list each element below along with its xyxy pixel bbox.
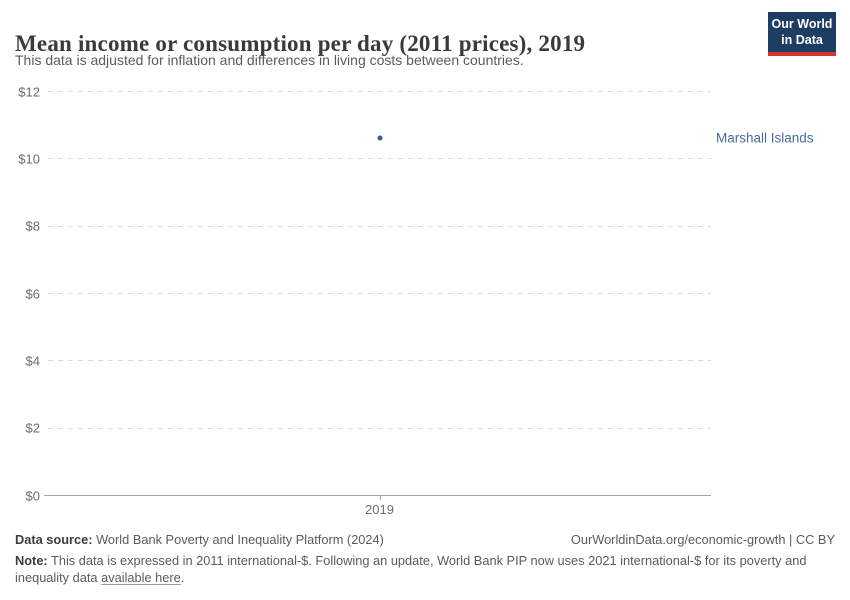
data-point-marshall-islands[interactable] xyxy=(377,135,382,141)
note-text: This data is expressed in 2011 internati… xyxy=(15,553,807,585)
data-source-text: World Bank Poverty and Inequality Platfo… xyxy=(92,532,384,547)
page-title: Mean income or consumption per day (2011… xyxy=(15,31,586,57)
gridline xyxy=(48,158,711,160)
gridline xyxy=(48,91,711,92)
footnote: Note: This data is expressed in 2011 int… xyxy=(15,553,823,586)
owid-logo[interactable]: Our World in Data xyxy=(768,12,836,57)
note-suffix: . xyxy=(180,569,185,585)
owid-logo-line1: Our World xyxy=(771,17,833,31)
owid-logo-line2: in Data xyxy=(781,32,823,47)
gridline xyxy=(48,360,711,362)
y-axis-tick-label: $0 xyxy=(25,488,40,503)
available-here-link[interactable]: available here xyxy=(101,569,181,585)
y-axis-tick-label: $2 xyxy=(25,420,40,436)
x-axis-line xyxy=(44,495,711,496)
y-axis-tick-label: $6 xyxy=(25,286,40,301)
y-axis-tick-label: $8 xyxy=(25,218,40,234)
chart-subtitle: This data is adjusted for inflation and … xyxy=(15,52,524,68)
footer-row: Data source: World Bank Poverty and Ineq… xyxy=(15,532,835,547)
gridline xyxy=(48,225,711,227)
y-axis-tick-label: $12 xyxy=(18,84,40,99)
note-label: Note: xyxy=(15,553,48,568)
y-axis-tick-label: $10 xyxy=(18,151,40,167)
entity-label-marshall-islands[interactable]: Marshall Islands xyxy=(716,130,814,146)
x-axis-tick-label: 2019 xyxy=(365,502,394,517)
x-axis-tick xyxy=(379,495,381,500)
gridline xyxy=(48,293,711,294)
y-axis-tick-label: $4 xyxy=(25,353,40,369)
credit-link[interactable]: OurWorldinData.org/economic-growth | CC … xyxy=(570,532,835,547)
data-source-line: Data source: World Bank Poverty and Ineq… xyxy=(15,532,384,547)
gridline xyxy=(48,427,711,429)
data-source-label: Data source: xyxy=(15,532,93,547)
